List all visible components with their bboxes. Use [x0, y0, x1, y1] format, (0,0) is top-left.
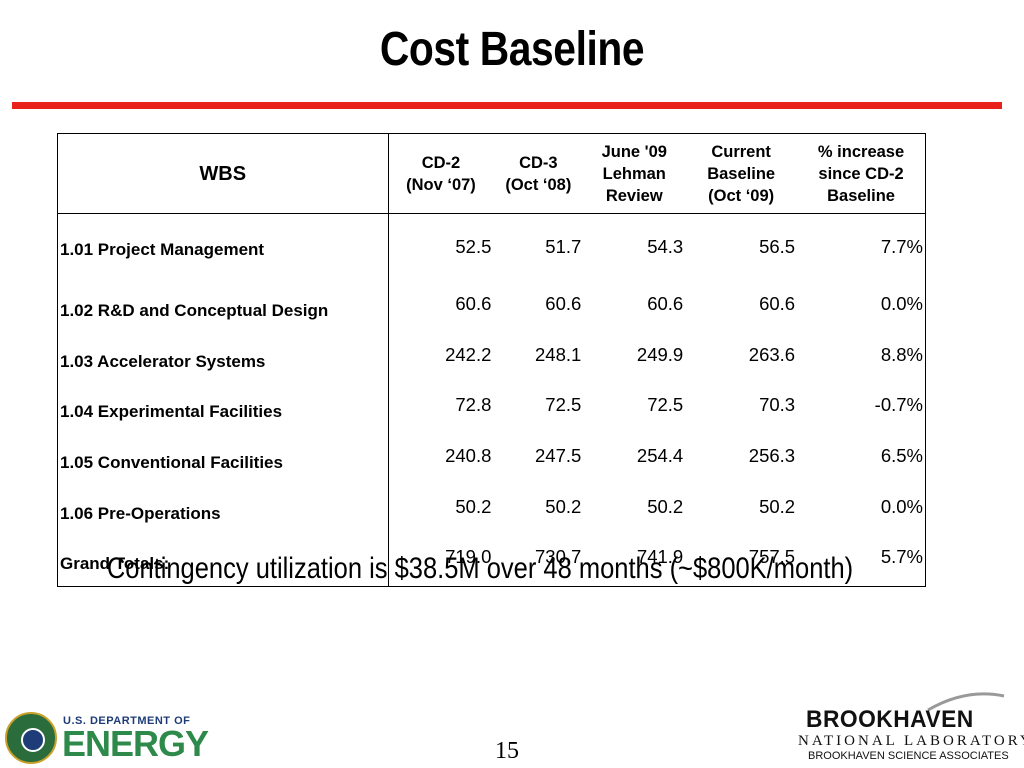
value-cd2: 719.0 — [445, 546, 492, 568]
value-percent: 6.5% — [880, 445, 923, 467]
value-cd3: 72.5 — [545, 394, 582, 416]
value-current: 56.5 — [759, 236, 796, 257]
value-current: 757.5 — [748, 546, 796, 568]
value-cd3: 247.5 — [535, 445, 582, 467]
value-current: 256.3 — [748, 445, 796, 467]
table-row: 1.06 Pre-Operations 50.2 50.2 50.2 50.2 … — [57, 484, 926, 535]
wbs-name: 1.01 Project Management — [57, 213, 389, 282]
doe-energy-text: ENERGY — [62, 723, 209, 764]
wbs-name: 1.04 Experimental Facilities — [57, 383, 389, 434]
value-lehman: 60.6 — [647, 293, 684, 315]
table-row: 1.02 R&D and Conceptual Design 60.6 60.6… — [57, 282, 926, 333]
slide-title: Cost Baseline — [379, 23, 645, 76]
value-percent: 0.0% — [880, 293, 923, 315]
value-lehman: 54.3 — [647, 236, 684, 257]
table-header-row: WBS CD-2 (Nov ‘07) CD-3 (Oct ‘08) June '… — [57, 133, 926, 214]
wbs-name: 1.02 R&D and Conceptual Design — [57, 282, 389, 333]
header-cd3: CD-3 (Oct ‘08) — [493, 133, 584, 214]
table-row: 1.03 Accelerator Systems 242.2 248.1 249… — [57, 332, 926, 384]
value-current: 70.3 — [759, 394, 796, 416]
table-row: 1.05 Conventional Facilities 240.8 247.5… — [57, 433, 926, 485]
header-percent-increase: % increase since CD-2 Baseline — [797, 133, 926, 214]
wbs-name: 1.06 Pre-Operations — [57, 484, 389, 535]
value-percent: 7.7% — [880, 236, 923, 257]
value-cd2: 240.8 — [445, 445, 492, 467]
value-percent: 5.7% — [880, 546, 923, 568]
value-current: 263.6 — [748, 343, 796, 365]
value-cd2: 242.2 — [445, 343, 492, 365]
cost-baseline-table: WBS CD-2 (Nov ‘07) CD-3 (Oct ‘08) June '… — [57, 133, 926, 587]
value-cd3: 50.2 — [545, 495, 582, 517]
header-cd2: CD-2 (Nov ‘07) — [388, 133, 494, 214]
swoosh-icon — [927, 692, 1005, 712]
brookhaven-name-text: BROOKHAVEN — [806, 706, 974, 733]
doe-department-text: U.S. DEPARTMENT OF — [63, 715, 191, 727]
value-current: 60.6 — [759, 293, 796, 315]
table-row: 1.04 Experimental Facilities 72.8 72.5 7… — [57, 383, 926, 434]
value-lehman: 741.9 — [636, 546, 684, 568]
doe-seal-icon — [5, 712, 57, 764]
value-cd2: 72.8 — [455, 394, 492, 416]
page-number: 15 — [495, 738, 519, 764]
header-current-baseline: Current Baseline (Oct ‘09) — [685, 133, 798, 214]
value-cd2: 60.6 — [455, 293, 492, 315]
title-divider — [12, 102, 1002, 109]
wbs-name: 1.05 Conventional Facilities — [57, 433, 389, 485]
brookhaven-logo: BROOKHAVEN NATIONAL LABORATORY BROOKHAVE… — [796, 690, 1024, 768]
table-row: 1.01 Project Management 52.5 51.7 54.3 5… — [57, 213, 926, 282]
value-lehman: 50.2 — [647, 495, 684, 517]
table-row-grand-total: Grand Totals: 719.0 730.7 741.9 757.5 5.… — [57, 534, 926, 587]
doe-logo: U.S. DEPARTMENT OF ENERGY — [5, 710, 215, 768]
value-cd3: 248.1 — [535, 343, 582, 365]
value-lehman: 72.5 — [647, 394, 684, 416]
value-lehman: 254.4 — [636, 445, 684, 467]
value-percent: 8.8% — [880, 343, 923, 365]
value-lehman: 249.9 — [636, 343, 684, 365]
value-percent: -0.7% — [874, 394, 923, 416]
national-laboratory-text: NATIONAL LABORATORY — [798, 733, 1024, 749]
contingency-note: Contingency utilization is $38.5M over 4… — [106, 552, 854, 585]
value-cd3: 51.7 — [545, 236, 582, 257]
value-current: 50.2 — [759, 495, 796, 517]
header-wbs: WBS — [57, 133, 389, 214]
wbs-name: 1.03 Accelerator Systems — [57, 332, 389, 384]
header-lehman-review: June '09 Lehman Review — [583, 133, 686, 214]
value-cd3: 60.6 — [545, 293, 582, 315]
value-cd3: 730.7 — [535, 546, 582, 568]
value-cd2: 52.5 — [455, 236, 492, 257]
wbs-name: Grand Totals: — [57, 534, 389, 587]
science-associates-text: BROOKHAVEN SCIENCE ASSOCIATES — [808, 750, 1009, 762]
value-percent: 0.0% — [880, 495, 923, 517]
value-cd2: 50.2 — [455, 495, 492, 517]
